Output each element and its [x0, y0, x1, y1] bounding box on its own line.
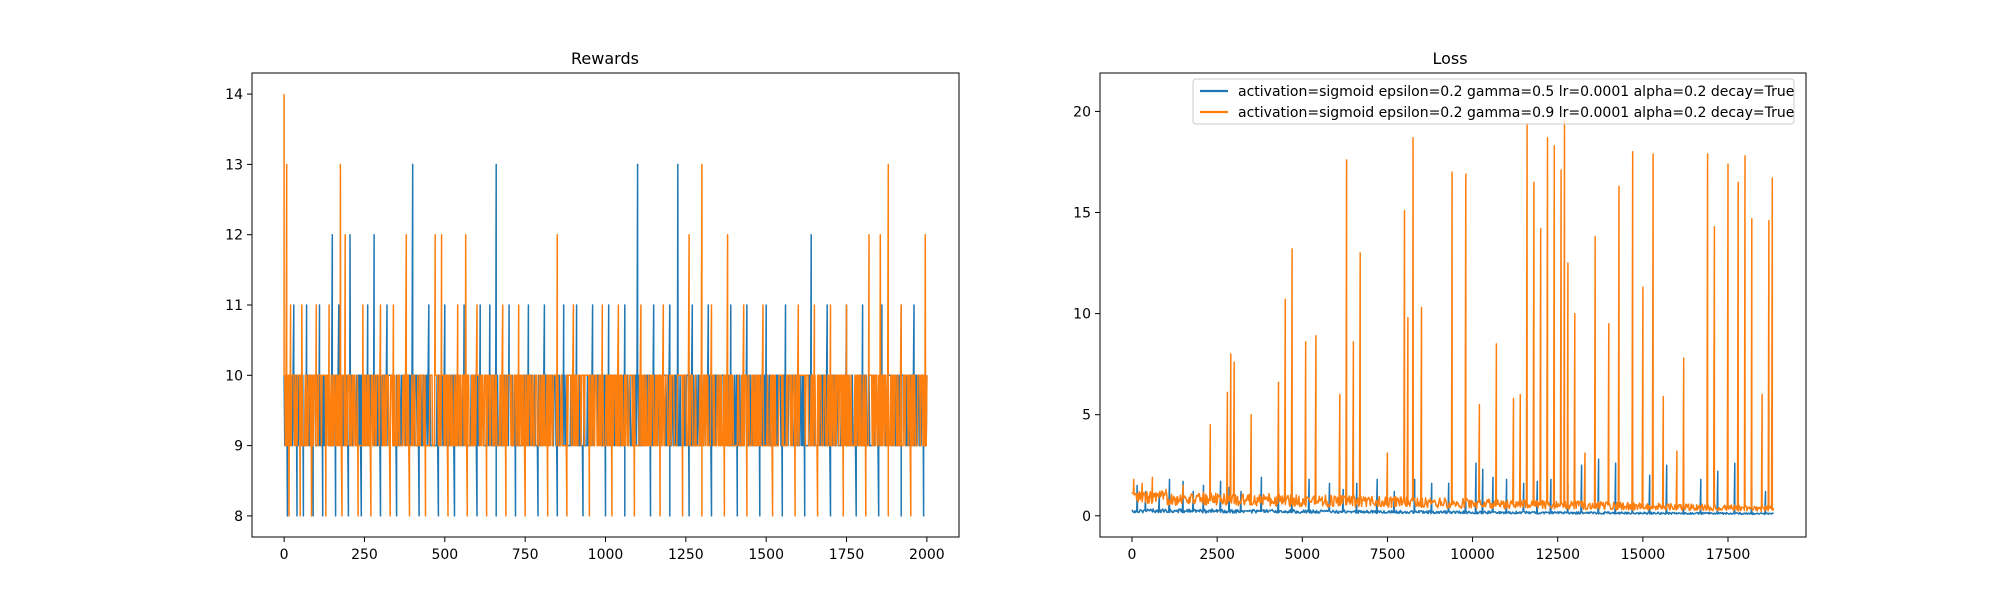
y-tick-label: 14 — [225, 87, 243, 103]
x-tick-label: 2000 — [909, 547, 945, 563]
loss-chart: Loss 0 2500 5000 7500 10000 12500 15000 17500 0 5… — [1073, 49, 1807, 563]
loss-axes: 0 2500 5000 7500 10000 12500 15000 17500 0 5 10 15 2… — [1073, 72, 1807, 563]
x-tick-label: 1000 — [588, 547, 624, 563]
loss-legend: activation=sigmoid epsilon=0.2 gamma=0.5… — [1192, 78, 1795, 125]
rewards-title: Rewards — [571, 49, 639, 68]
x-tick-label: 10000 — [1450, 547, 1495, 563]
loss-plot-area — [1131, 118, 1775, 516]
x-tick-label: 750 — [512, 547, 539, 563]
y-tick-label: 10 — [225, 368, 243, 384]
loss-title: Loss — [1432, 49, 1467, 68]
axes-frame — [1099, 72, 1807, 538]
y-tick-label: 8 — [234, 509, 243, 525]
x-tick-label: 17500 — [1706, 547, 1751, 563]
x-tick-label: 1250 — [668, 547, 704, 563]
y-tick-label: 20 — [1073, 104, 1091, 120]
legend-label-series-2: activation=sigmoid epsilon=0.2 gamma=0.9… — [1238, 105, 1794, 121]
y-tick-label: 0 — [1082, 509, 1091, 525]
y-tick-label: 5 — [1082, 408, 1091, 424]
y-tick-label: 13 — [225, 157, 243, 173]
x-tick-label: 500 — [431, 547, 458, 563]
x-tick-label: 7500 — [1370, 547, 1406, 563]
x-tick-label: 0 — [1128, 547, 1137, 563]
series-line-1 — [1131, 458, 1775, 516]
y-tick-label: 9 — [234, 439, 243, 455]
x-tick-label: 1500 — [748, 547, 784, 563]
series-line-2 — [1131, 118, 1775, 513]
y-tick-label: 10 — [1073, 307, 1091, 323]
rewards-axes: 0 250 500 750 1000 1250 1500 1750 2000 8 9 10 11 12 13… — [225, 72, 960, 563]
x-tick-label: 12500 — [1535, 547, 1580, 563]
legend-frame — [1192, 78, 1795, 125]
x-tick-label: 250 — [351, 547, 378, 563]
x-tick-label: 2500 — [1199, 547, 1235, 563]
series-line-2 — [283, 94, 928, 517]
y-tick-label: 11 — [225, 298, 243, 314]
y-tick-label: 15 — [1073, 206, 1091, 222]
x-tick-label: 1750 — [829, 547, 865, 563]
y-tick-label: 12 — [225, 228, 243, 244]
x-tick-label: 0 — [280, 547, 289, 563]
legend-label-series-1: activation=sigmoid epsilon=0.2 gamma=0.5… — [1238, 84, 1794, 100]
rewards-plot-area — [283, 94, 928, 517]
rewards-chart: Rewards 0 250 500 750 1000 1250 1500 1750 2000 8 9… — [225, 49, 960, 563]
x-tick-label: 5000 — [1284, 547, 1320, 563]
x-tick-label: 15000 — [1621, 547, 1666, 563]
